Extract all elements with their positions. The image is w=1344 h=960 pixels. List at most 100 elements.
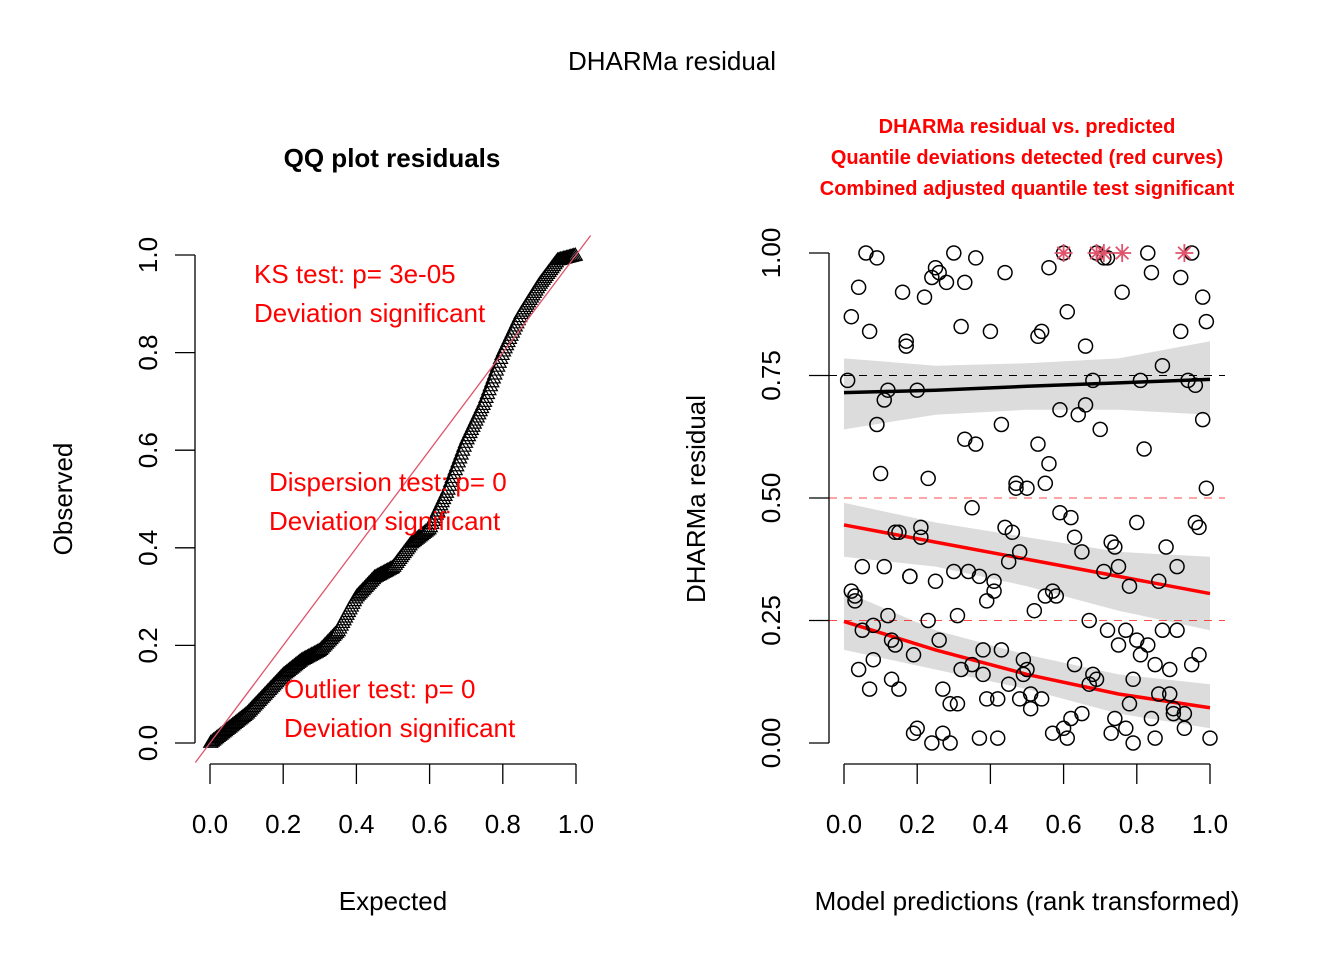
residual-point	[913, 519, 929, 536]
qq-point	[476, 393, 493, 407]
residual-point	[1026, 602, 1043, 619]
residual-point	[1154, 622, 1171, 639]
residual-point	[1041, 259, 1057, 276]
residual-point	[1187, 377, 1204, 394]
residual-point	[975, 666, 991, 683]
residual-point	[883, 632, 900, 648]
residual-y-tick-label: 1.00	[756, 228, 786, 279]
quantile-fit-q0.75	[843, 377, 1211, 395]
residual-point	[975, 642, 991, 658]
qq-x-tick-label: 0.4	[338, 809, 374, 839]
qq-point	[442, 473, 459, 487]
residual-point	[1055, 720, 1072, 737]
qq-point	[483, 373, 500, 388]
qq-x-tick-label: 0.0	[192, 809, 228, 839]
residual-point	[1074, 544, 1090, 560]
qq-point	[303, 646, 320, 661]
residual-point	[913, 529, 929, 545]
residual-point	[905, 647, 922, 663]
residual-point	[927, 573, 944, 590]
residual-point	[1048, 588, 1065, 604]
residual-point	[1172, 269, 1189, 286]
residual-point	[1099, 622, 1116, 639]
residual-point	[946, 563, 962, 580]
residual-point	[1107, 539, 1123, 555]
residual-point	[861, 323, 878, 340]
residual-point	[902, 568, 918, 585]
residual-point	[1194, 289, 1211, 305]
qq-point	[234, 708, 251, 723]
residual-point	[1019, 480, 1035, 496]
residual-point	[1066, 529, 1083, 545]
residual-point	[1143, 264, 1160, 281]
residual-point	[920, 470, 936, 487]
qq-point	[567, 247, 584, 261]
residual-point	[1198, 480, 1215, 496]
residual-point	[1000, 553, 1017, 570]
residual-point	[1118, 622, 1134, 639]
outlier-stroke	[1177, 246, 1192, 260]
residual-point	[1191, 647, 1207, 663]
residual-point	[1132, 647, 1149, 663]
residual-point	[1132, 372, 1149, 389]
residual-point	[1110, 637, 1127, 653]
residual-point	[1118, 720, 1134, 737]
residual-plot-title-line-2: Quantile deviations detected (red curves…	[831, 147, 1223, 169]
residual-point	[1033, 691, 1050, 707]
residual-point	[854, 558, 871, 575]
residual-point	[1070, 406, 1086, 423]
residual-point	[1019, 661, 1035, 678]
residual-point	[1140, 245, 1156, 261]
qq-point	[445, 465, 462, 480]
qq-point	[439, 481, 456, 495]
qq-y-axis: 0.0 0.2 0.4 0.6 0.8 1.0	[133, 237, 196, 761]
residual-point	[1037, 588, 1054, 604]
residual-point	[1125, 671, 1141, 688]
residual-point	[1092, 421, 1108, 438]
qq-y-tick-label: 1.0	[133, 237, 163, 273]
outlier-point	[1175, 244, 1194, 262]
residual-point	[1063, 710, 1079, 727]
residual-point	[839, 372, 856, 389]
residual-point	[1151, 573, 1167, 590]
residual-point	[1154, 357, 1171, 374]
residual-point	[1077, 338, 1094, 354]
residual-point	[869, 416, 885, 433]
residual-point	[1015, 666, 1032, 683]
residual-point	[887, 524, 903, 541]
residual-point	[1125, 735, 1141, 751]
residual-point	[942, 735, 958, 751]
qq-point	[455, 438, 473, 452]
residual-point	[931, 632, 947, 648]
outlier-point	[1054, 244, 1073, 262]
ks-test-label: KS test: p= 3e-05	[254, 259, 456, 289]
residual-y-tick-label: 0.50	[756, 473, 786, 524]
residual-point	[1161, 661, 1178, 678]
residual-point	[978, 691, 995, 707]
residual-point	[1161, 686, 1178, 702]
residual-point	[909, 720, 925, 737]
qq-point	[486, 365, 503, 380]
residual-point	[1183, 656, 1200, 673]
residual-point	[1011, 544, 1028, 560]
qq-point	[444, 469, 461, 484]
residual-point	[847, 588, 863, 604]
residual-point	[971, 730, 988, 746]
residual-point	[986, 583, 1002, 599]
residual-point	[898, 333, 914, 349]
residual-vs-predicted-panel: DHARMa residual vs. predicted Quantile d…	[681, 116, 1239, 916]
qq-x-tick-label: 0.6	[412, 809, 448, 839]
residual-point	[883, 671, 900, 688]
qq-y-tick-label: 0.4	[133, 530, 163, 566]
qq-point	[447, 461, 464, 476]
residual-point	[949, 696, 966, 712]
residual-point	[1114, 284, 1130, 300]
residual-x-tick-label: 1.0	[1192, 809, 1228, 839]
qq-point	[492, 350, 509, 364]
qq-y-tick-label: 0.8	[133, 335, 163, 371]
outlier-point	[1094, 244, 1113, 262]
qq-point	[441, 477, 458, 491]
residual-point	[909, 382, 925, 398]
residual-point	[905, 725, 922, 741]
